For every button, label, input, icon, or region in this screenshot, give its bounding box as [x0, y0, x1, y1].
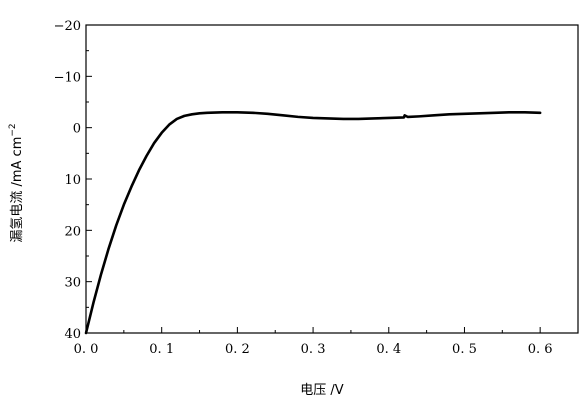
y-tick-label: −20	[54, 19, 81, 34]
x-tick-label: 0. 1	[149, 342, 174, 357]
series-layer	[84, 110, 542, 335]
y-axis-title: 漏氢电流 /mA cm−2	[8, 123, 25, 242]
x-tick-label: 0. 0	[74, 342, 99, 357]
x-axis-title: 电压 /V	[300, 383, 344, 398]
x-tick-label: 0. 2	[225, 342, 250, 357]
y-tick-label: 30	[64, 276, 81, 291]
x-tick-label: 0. 4	[376, 342, 401, 357]
x-tick-label: 0. 3	[301, 342, 326, 357]
y-tick-label: 10	[64, 173, 81, 188]
plot-frame	[85, 24, 579, 334]
x-tick-label: 0. 5	[452, 342, 477, 357]
y-axis-title-superscript: −2	[8, 123, 18, 136]
series-line-0	[84, 110, 542, 335]
y-tick-label: 40	[64, 327, 81, 342]
y-tick-label: −10	[54, 70, 81, 85]
x-tick-label: 0. 6	[528, 342, 553, 357]
y-tick-label: 0	[73, 122, 81, 137]
y-tick-label: 20	[64, 224, 81, 239]
labels-layer: 0. 0 0. 1 0. 2 0. 3 0. 4 0. 5 0. 6 −20 −10 0 10 20 3…	[8, 19, 553, 398]
axes	[85, 24, 579, 334]
y-axis-title-text: 漏氢电流 /mA cm	[9, 137, 25, 243]
